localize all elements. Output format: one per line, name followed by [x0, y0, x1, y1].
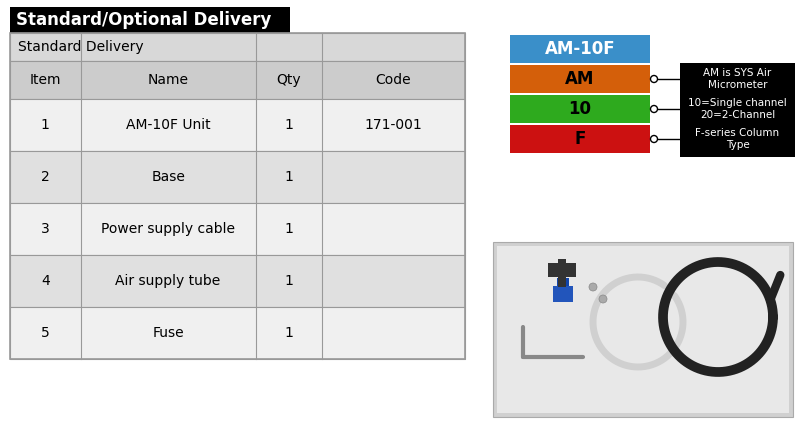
Text: 10=Single channel
20=2-Channel: 10=Single channel 20=2-Channel	[688, 98, 787, 120]
Text: F: F	[574, 130, 586, 148]
Circle shape	[650, 76, 658, 82]
Text: F-series Column
Type: F-series Column Type	[695, 128, 779, 150]
Bar	[557, 278, 569, 286]
Text: Item: Item	[30, 73, 61, 87]
Bar	[680, 63, 795, 95]
Bar	[10, 7, 290, 33]
Text: 4: 4	[41, 274, 50, 288]
Text: Power supply cable: Power supply cable	[101, 222, 235, 236]
Bar	[680, 121, 795, 157]
Bar	[510, 95, 650, 123]
Text: Fuse: Fuse	[152, 326, 184, 340]
Text: 171-001: 171-001	[365, 118, 422, 132]
Text: AM is SYS Air
Micrometer: AM is SYS Air Micrometer	[703, 68, 772, 90]
Text: 1: 1	[284, 274, 293, 288]
Bar	[680, 91, 795, 127]
Bar	[10, 99, 465, 151]
Text: Code: Code	[375, 73, 411, 87]
Bar	[10, 203, 465, 255]
Text: AM: AM	[566, 70, 594, 88]
Bar	[510, 65, 650, 93]
Bar	[10, 33, 465, 359]
Bar	[558, 259, 566, 287]
Bar	[510, 125, 650, 153]
Text: 3: 3	[41, 222, 50, 236]
Bar	[497, 246, 789, 413]
Text: 1: 1	[284, 222, 293, 236]
Bar	[553, 286, 573, 302]
Text: Name: Name	[148, 73, 189, 87]
Bar	[493, 242, 793, 417]
Circle shape	[650, 136, 658, 142]
Text: 1: 1	[284, 118, 293, 132]
Bar	[10, 33, 465, 61]
Text: 2: 2	[41, 170, 50, 184]
Circle shape	[599, 295, 607, 303]
Text: 1: 1	[284, 170, 293, 184]
Bar	[510, 35, 650, 63]
Circle shape	[589, 283, 597, 291]
Text: 1: 1	[284, 326, 293, 340]
Bar	[10, 255, 465, 307]
Bar	[548, 263, 576, 277]
Text: Qty: Qty	[276, 73, 301, 87]
Text: 1: 1	[41, 118, 50, 132]
Bar	[10, 307, 465, 359]
Text: Standard Delivery: Standard Delivery	[18, 40, 144, 54]
Text: 10: 10	[569, 100, 591, 118]
Text: AM-10F Unit: AM-10F Unit	[126, 118, 210, 132]
Text: Base: Base	[151, 170, 185, 184]
Text: AM-10F: AM-10F	[545, 40, 615, 58]
Bar	[10, 151, 465, 203]
Text: 5: 5	[41, 326, 50, 340]
Bar	[10, 61, 465, 99]
Text: Air supply tube: Air supply tube	[115, 274, 221, 288]
Text: Standard/Optional Delivery: Standard/Optional Delivery	[16, 11, 271, 29]
Circle shape	[650, 105, 658, 113]
